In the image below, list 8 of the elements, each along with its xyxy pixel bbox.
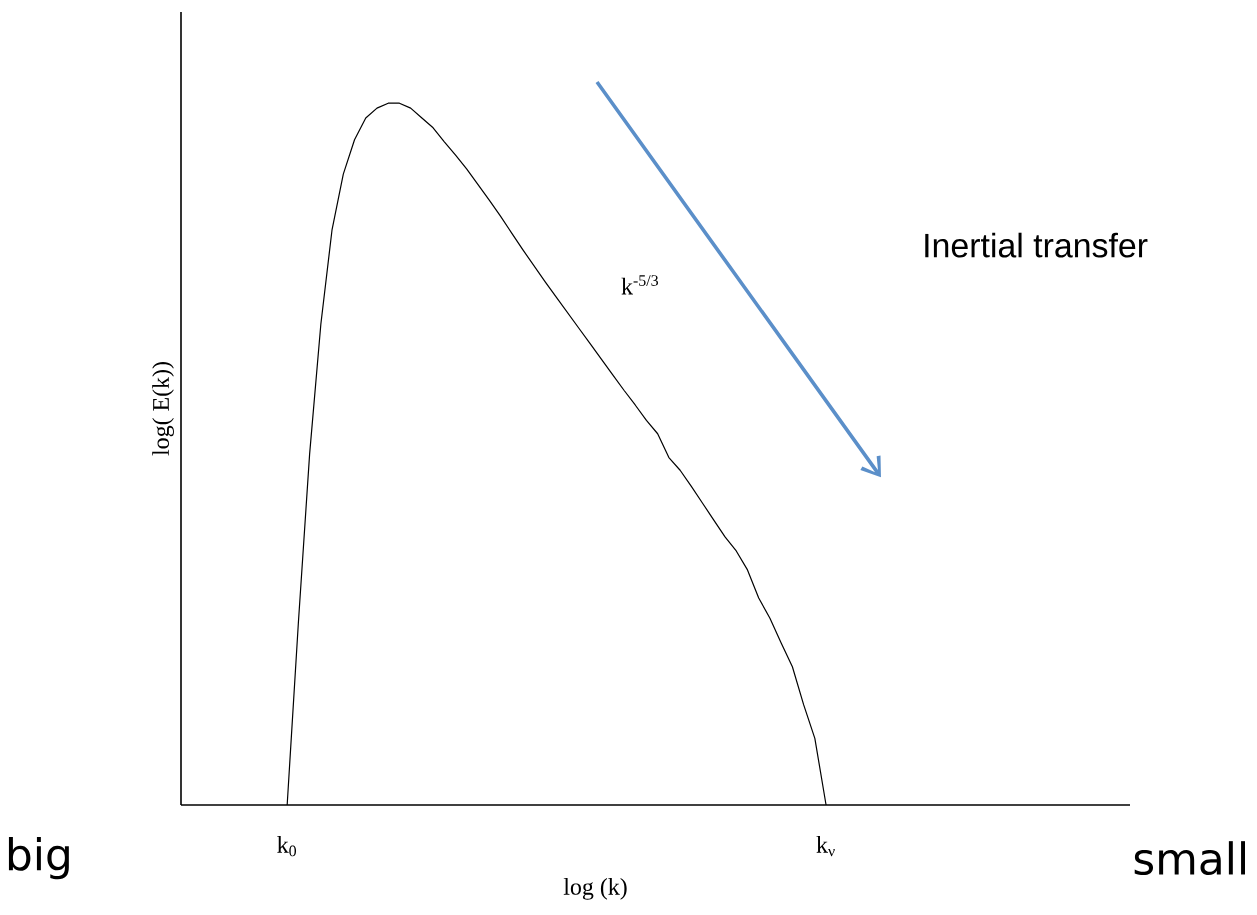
- x-tick-label: k$_{0}$: [277, 836, 297, 857]
- x-tick-label: k$_{ν}$: [816, 836, 835, 857]
- x-axis-title: log (k): [563, 878, 627, 900]
- annotation: k$^{-5/3}$: [621, 275, 659, 295]
- text: Inertial transfer: [925, 232, 1148, 258]
- text: big: [8, 836, 69, 880]
- y-axis-title: log( E(k)): [152, 362, 174, 456]
- text: small: [1134, 841, 1245, 876]
